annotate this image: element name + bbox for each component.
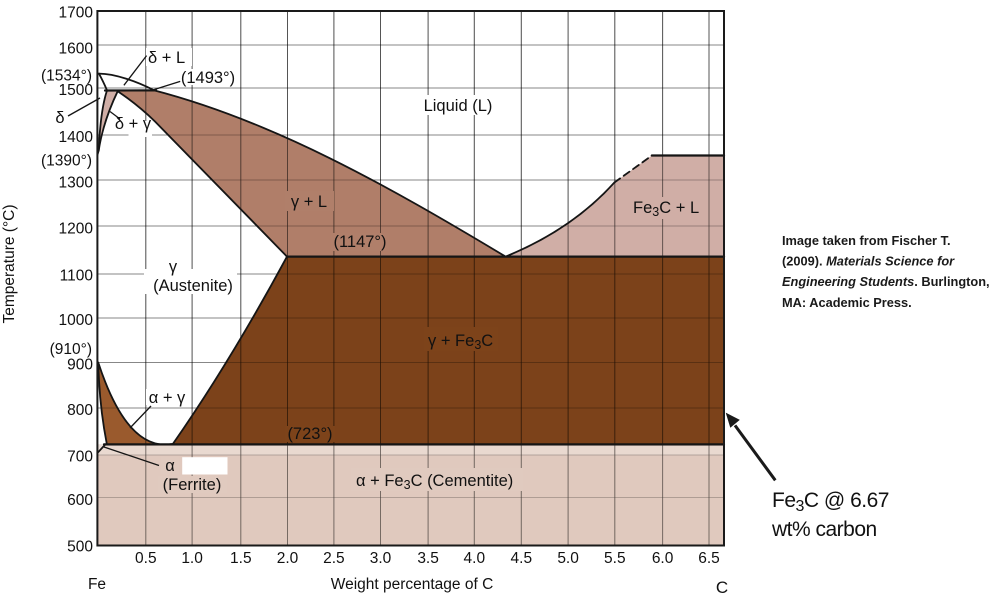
svg-text:δ + L: δ + L xyxy=(148,49,185,67)
svg-text:1.5: 1.5 xyxy=(230,550,252,567)
svg-text:4.0: 4.0 xyxy=(464,550,486,567)
svg-text:1700: 1700 xyxy=(59,5,94,22)
svg-text:2.5: 2.5 xyxy=(323,550,345,567)
svg-text:3.5: 3.5 xyxy=(417,550,439,567)
svg-text:1000: 1000 xyxy=(59,312,94,329)
svg-text:α + Fe3C (Cementite): α + Fe3C (Cementite) xyxy=(356,472,513,492)
svg-text:500: 500 xyxy=(67,539,93,556)
svg-text:(Ferrite): (Ferrite) xyxy=(163,476,222,494)
svg-text:5.5: 5.5 xyxy=(604,550,626,567)
svg-text:1.0: 1.0 xyxy=(181,550,203,567)
svg-text:α + γ: α + γ xyxy=(149,389,186,407)
svg-text:γ + L: γ + L xyxy=(291,193,327,211)
svg-text:0.5: 0.5 xyxy=(135,550,157,567)
svg-text:Fe3C + L: Fe3C + L xyxy=(633,199,699,219)
svg-text:600: 600 xyxy=(67,492,93,509)
svg-text:(1493°): (1493°) xyxy=(181,69,235,87)
svg-text:(723°): (723°) xyxy=(287,425,332,443)
svg-text:δ: δ xyxy=(55,109,64,127)
svg-text:1600: 1600 xyxy=(59,41,94,58)
svg-text:6.5: 6.5 xyxy=(698,550,720,567)
svg-text:(1534°): (1534°) xyxy=(41,68,92,85)
svg-text:900: 900 xyxy=(67,357,93,374)
svg-text:1100: 1100 xyxy=(60,268,94,285)
svg-text:4.5: 4.5 xyxy=(511,550,533,567)
svg-text:800: 800 xyxy=(67,402,93,419)
svg-text:MA: Academic Press.: MA: Academic Press. xyxy=(782,295,912,310)
svg-text:α: α xyxy=(165,457,175,475)
svg-text:1300: 1300 xyxy=(59,175,94,192)
svg-text:(Austenite): (Austenite) xyxy=(153,277,233,295)
svg-text:Engineering Students. Burlingt: Engineering Students. Burlington, xyxy=(782,274,990,289)
svg-text:δ + γ: δ + γ xyxy=(115,115,152,133)
svg-text:Image taken from Fischer T.: Image taken from Fischer T. xyxy=(782,233,951,248)
svg-text:Fe3C @ 6.67: Fe3C @ 6.67 xyxy=(772,489,889,515)
svg-text:wt% carbon: wt% carbon xyxy=(771,518,877,541)
svg-text:Temperature (°C): Temperature (°C) xyxy=(1,204,18,323)
svg-text:1200: 1200 xyxy=(59,221,94,238)
svg-text:γ: γ xyxy=(169,258,178,276)
svg-text:3.0: 3.0 xyxy=(370,550,392,567)
svg-text:Weight percentage of C: Weight percentage of C xyxy=(331,576,494,593)
svg-text:1500: 1500 xyxy=(59,82,94,99)
svg-text:(910°): (910°) xyxy=(50,341,92,358)
svg-text:700: 700 xyxy=(67,449,93,466)
svg-text:(1147°): (1147°) xyxy=(333,233,386,251)
svg-text:C: C xyxy=(716,578,728,597)
svg-text:6.0: 6.0 xyxy=(652,550,674,567)
svg-text:Liquid (L): Liquid (L) xyxy=(424,97,493,115)
svg-text:Fe: Fe xyxy=(88,576,106,593)
svg-text:1400: 1400 xyxy=(59,129,94,146)
svg-text:γ + Fe3C: γ + Fe3C xyxy=(428,332,493,352)
svg-text:5.0: 5.0 xyxy=(557,550,579,567)
svg-text:(2009). Materials Science for: (2009). Materials Science for xyxy=(782,254,955,269)
svg-text:(1390°): (1390°) xyxy=(41,153,92,170)
svg-text:2.0: 2.0 xyxy=(277,550,299,567)
